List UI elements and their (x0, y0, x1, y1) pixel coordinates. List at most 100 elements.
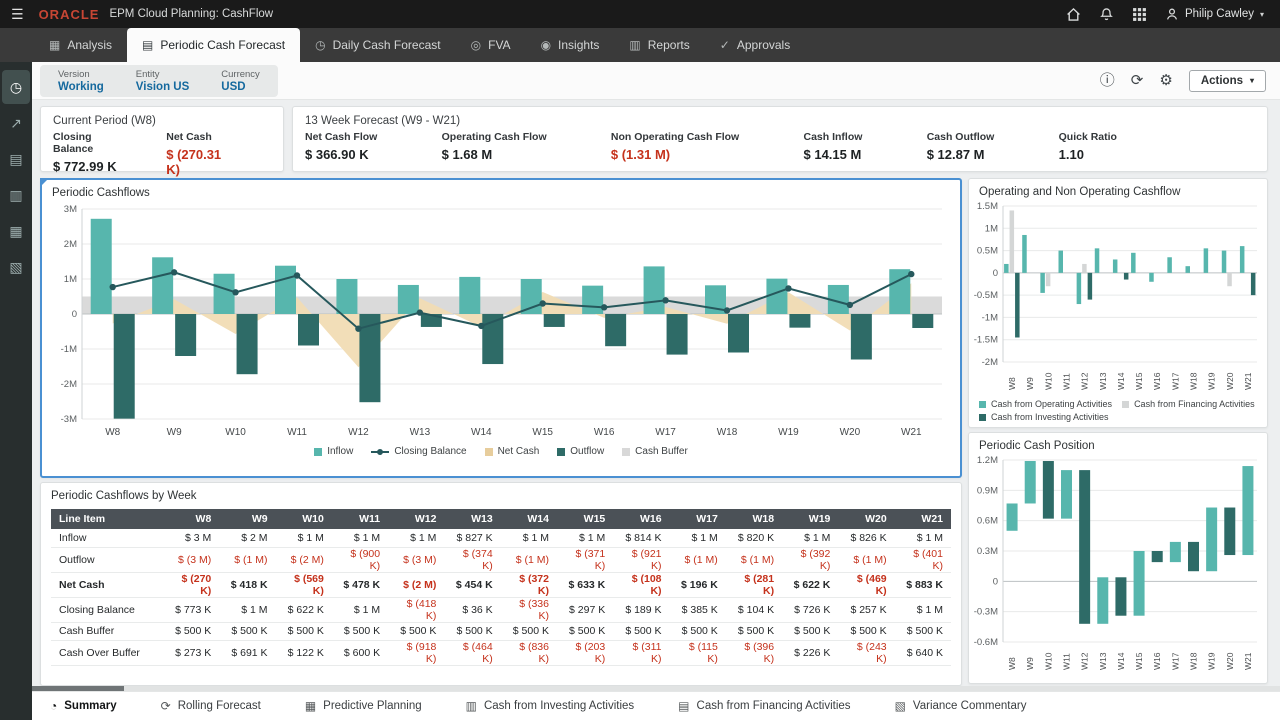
table-cell[interactable]: $ 1 M (556, 529, 614, 548)
table-cell[interactable]: $ 500 K (500, 622, 557, 641)
nav-tab-reports[interactable]: ▥ Reports (614, 28, 704, 62)
table-cell[interactable]: $ 500 K (219, 622, 276, 641)
table-cell[interactable]: $ 478 K (331, 572, 389, 598)
table-cell[interactable]: $ 189 K (613, 597, 670, 623)
home-icon[interactable] (1066, 7, 1081, 22)
table-cell[interactable]: $ (336 K) (500, 597, 557, 623)
table-cell[interactable]: $ 454 K (444, 572, 501, 598)
periodic-cashflows-chart-card[interactable]: Periodic Cashflows -3M -2M -1M 0 1M 2M 3M W8 W9 W… (40, 178, 962, 478)
table-cell[interactable]: $ 826 K (838, 529, 895, 548)
settings-gear-icon[interactable]: ⚙ (1159, 72, 1173, 89)
table-cell[interactable]: $ 814 K (613, 529, 670, 548)
table-cell[interactable]: $ 36 K (444, 597, 501, 623)
sidebar-item-periodic-cash-forecast[interactable]: ◷ (2, 70, 30, 104)
actions-button[interactable]: Actions ▾ (1188, 69, 1266, 92)
table-cell[interactable]: $ 196 K (669, 572, 726, 598)
table-cell[interactable]: $ 500 K (556, 622, 614, 641)
table-cell[interactable]: $ (1 M) (500, 547, 557, 573)
app-navigator-grid-icon[interactable] (1132, 7, 1147, 22)
table-cell[interactable]: $ (469 K) (838, 572, 895, 598)
nav-tab-insights[interactable]: ◉ Insights (526, 28, 615, 62)
table-cell[interactable]: $ 500 K (725, 622, 783, 641)
table-cell[interactable]: $ 883 K (894, 572, 951, 598)
table-cell[interactable]: $ (401 K) (894, 547, 951, 573)
table-cell[interactable]: $ 257 K (838, 597, 895, 623)
table-cell[interactable]: $ (108 K) (613, 572, 670, 598)
info-icon[interactable]: ⓘ (1099, 72, 1115, 89)
table-cell[interactable]: $ 820 K (725, 529, 783, 548)
table-cell[interactable]: $ 1 M (500, 529, 557, 548)
table-cell[interactable]: $ (464 K) (444, 640, 501, 666)
table-cell[interactable]: $ 640 K (894, 640, 951, 666)
table-cell[interactable]: $ 500 K (669, 622, 726, 641)
table-cell[interactable]: $ 3 M (163, 529, 220, 548)
table-cell[interactable]: $ 1 M (894, 597, 951, 623)
table-cell[interactable]: $ (918 K) (388, 640, 445, 666)
sidebar-item-charts[interactable]: ▥ (2, 178, 30, 212)
nav-tab-daily-cash-forecast[interactable]: ◷ Daily Cash Forecast (300, 28, 456, 62)
table-cell[interactable]: $ 726 K (782, 597, 839, 623)
table-cell[interactable]: $ 1 M (331, 529, 389, 548)
table-cell[interactable]: $ (203 K) (556, 640, 614, 666)
table-cell[interactable]: $ 385 K (669, 597, 726, 623)
table-cell[interactable]: $ (2 M) (388, 572, 445, 598)
bottom-tab-variance-commentary[interactable]: ▧ Variance Commentary (895, 699, 1027, 713)
table-cell[interactable]: $ 226 K (782, 640, 839, 666)
table-cell[interactable]: $ 104 K (725, 597, 783, 623)
table-cell[interactable]: $ 500 K (838, 622, 895, 641)
table-cell[interactable]: $ (1 M) (669, 547, 726, 573)
refresh-icon[interactable]: ⟳ (1130, 72, 1144, 89)
nav-tab-approvals[interactable]: ✓ Approvals (705, 28, 805, 62)
periodic-cash-position-chart[interactable]: -0.6M -0.3M 0 0.3M 0.6M 0.9M 1.2M W8 W9 W10 W11 W12… (969, 454, 1267, 677)
table-cell[interactable]: $ (836 K) (500, 640, 557, 666)
table-cell[interactable]: $ 1 M (331, 597, 389, 623)
nav-tab-periodic-cash-forecast[interactable]: ▤ Periodic Cash Forecast (127, 28, 301, 62)
table-cell[interactable]: $ 297 K (556, 597, 614, 623)
table-cell[interactable]: $ (1 M) (838, 547, 895, 573)
bottom-tab-rolling-forecast[interactable]: ⟳ Rolling Forecast (161, 699, 261, 713)
table-cell[interactable]: $ (115 K) (669, 640, 726, 666)
table-cell[interactable]: $ 500 K (163, 622, 220, 641)
bottom-tab-cash-from-investing-activities[interactable]: ▥ Cash from Investing Activities (466, 699, 635, 713)
table-cell[interactable]: $ 1 M (388, 529, 445, 548)
hamburger-menu-icon[interactable]: ☰ (11, 5, 24, 22)
table-cell[interactable]: $ (921 K) (613, 547, 670, 573)
table-cell[interactable]: $ 273 K (163, 640, 220, 666)
table-cell[interactable]: $ (311 K) (613, 640, 670, 666)
table-cell[interactable]: $ 691 K (219, 640, 276, 666)
table-cell[interactable]: $ 500 K (894, 622, 951, 641)
table-cell[interactable]: $ 600 K (331, 640, 389, 666)
table-cell[interactable]: $ 122 K (275, 640, 332, 666)
bottom-tab-summary[interactable]: ◔ Summary (50, 699, 117, 713)
table-cell[interactable]: $ (900 K) (331, 547, 389, 573)
operating-nonoperating-chart[interactable]: -2M -1.5M -1M -0.5M 0 0.5M 1M 1.5M W8 W9 W10 W11 W12… (969, 200, 1267, 397)
bottom-tab-predictive-planning[interactable]: ▦ Predictive Planning (305, 699, 422, 713)
table-cell[interactable]: $ 827 K (444, 529, 501, 548)
table-cell[interactable]: $ 500 K (275, 622, 332, 641)
table-cell[interactable]: $ 500 K (782, 622, 839, 641)
table-cell[interactable]: $ (569 K) (275, 572, 332, 598)
sidebar-item-grids[interactable]: ▦ (2, 214, 30, 248)
table-cell[interactable]: $ (243 K) (838, 640, 895, 666)
table-cell[interactable]: $ (392 K) (782, 547, 839, 573)
operating-nonoperating-chart-card[interactable]: Operating and Non Operating Cashflow -2M… (968, 178, 1268, 428)
table-cell[interactable]: $ (371 K) (556, 547, 614, 573)
sidebar-item-analysis-trend[interactable]: ↗ (2, 106, 30, 140)
table-cell[interactable]: $ 622 K (275, 597, 332, 623)
table-cell[interactable]: $ 1 M (275, 529, 332, 548)
sidebar-item-tasks[interactable]: ▧ (2, 250, 30, 284)
table-cell[interactable]: $ 1 M (894, 529, 951, 548)
table-cell[interactable]: $ 500 K (331, 622, 389, 641)
table-cell[interactable]: $ 622 K (782, 572, 839, 598)
table-cell[interactable]: $ 500 K (388, 622, 445, 641)
table-cell[interactable]: $ 2 M (219, 529, 276, 548)
table-cell[interactable]: $ (396 K) (725, 640, 783, 666)
table-cell[interactable]: $ 773 K (163, 597, 220, 623)
table-cell[interactable]: $ (270 K) (163, 572, 220, 598)
table-cell[interactable]: $ 633 K (556, 572, 614, 598)
table-cell[interactable]: $ (372 K) (500, 572, 557, 598)
table-cell[interactable]: $ (2 M) (275, 547, 332, 573)
table-cell[interactable]: $ 1 M (782, 529, 839, 548)
scrollbar-thumb[interactable] (32, 686, 124, 691)
table-cell[interactable]: $ (1 M) (219, 547, 276, 573)
